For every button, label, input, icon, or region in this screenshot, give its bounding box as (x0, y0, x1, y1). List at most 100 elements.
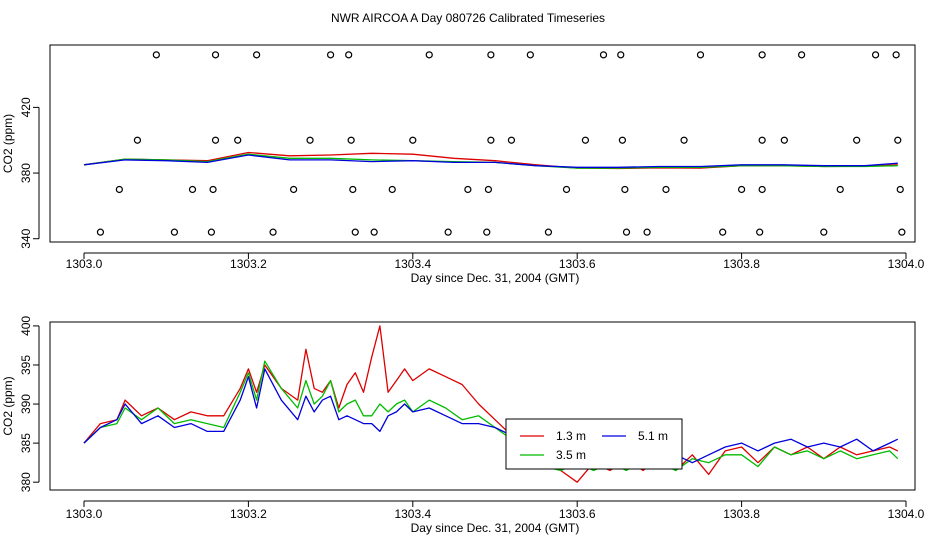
top-data-marker (290, 185, 298, 194)
bottom-series-line-13m (83, 325, 899, 483)
top-data-marker (327, 51, 335, 59)
top-data-marker (798, 51, 806, 59)
top-data-marker (349, 185, 357, 194)
bottom-x-tick-label: 1303.0 (66, 507, 103, 521)
bottom-series-line-51m (83, 368, 899, 464)
top-data-marker (758, 185, 766, 194)
top-data-marker (526, 51, 534, 59)
top-data-marker (234, 136, 242, 144)
top-x-tick-label: 1303.4 (394, 257, 431, 271)
top-data-marker (737, 185, 746, 194)
legend-label-13m: 1.3 m (556, 429, 586, 443)
top-data-marker (581, 136, 590, 144)
top-data-marker (444, 228, 452, 236)
top-data-marker (853, 136, 861, 144)
top-data-marker (599, 51, 608, 59)
bottom-y-tick-label: 385 (19, 433, 33, 453)
bottom-x-tick-label: 1303.2 (230, 507, 267, 521)
top-y-tick-label: 340 (19, 228, 33, 248)
bottom-y-tick-label: 380 (19, 472, 33, 492)
bottom-series-line-35m (83, 360, 899, 472)
top-data-marker (209, 185, 217, 194)
top-data-marker (487, 51, 495, 59)
top-y-axis-label: CO2 (ppm) (1, 114, 15, 173)
top-x-tick-label: 1303.0 (66, 257, 103, 271)
top-data-marker (618, 136, 627, 144)
top-data-marker (758, 51, 766, 59)
top-data-marker (756, 228, 764, 236)
top-data-marker (115, 185, 123, 194)
top-data-marker (409, 136, 417, 144)
top-data-marker (152, 51, 160, 59)
top-data-marker (622, 228, 631, 236)
top-y-tick-label: 380 (19, 163, 33, 183)
bottom-x-tick-label: 1303.6 (559, 507, 596, 521)
top-data-marker (170, 228, 179, 236)
top-y-tick-label: 420 (19, 97, 33, 117)
bottom-plot-frame (49, 321, 916, 491)
top-data-marker (133, 136, 142, 144)
top-x-tick-label: 1303.6 (559, 257, 596, 271)
top-series-line-51m (83, 154, 898, 168)
legend-box (505, 418, 683, 470)
top-data-marker (464, 185, 472, 194)
top-data-marker (351, 228, 359, 236)
top-x-tick-label: 1303.8 (723, 257, 760, 271)
top-data-marker (269, 228, 277, 236)
top-data-marker (306, 136, 314, 144)
legend-label-35m: 3.5 m (556, 448, 586, 462)
top-data-marker (621, 185, 629, 194)
top-data-marker (780, 136, 788, 144)
bottom-x-axis-label: Day since Dec. 31, 2004 (GMT) (411, 521, 580, 535)
top-chart-panel: 1303.0 1303.2 1303.4 1303.6 1303.8 1304.0 Day … (1, 44, 925, 285)
top-data-marker (898, 228, 906, 236)
top-data-marker (425, 51, 433, 59)
legend-label-51m: 5.1 m (638, 429, 668, 443)
top-data-marker (643, 228, 651, 236)
top-data-marker (507, 136, 516, 144)
bottom-chart-panel: 1303.0 1303.2 1303.4 1303.6 1303.8 1304.0 Day … (1, 316, 925, 535)
bottom-y-tick-label: 400 (19, 316, 33, 336)
top-data-marker (544, 228, 553, 236)
top-data-marker (871, 51, 880, 59)
top-data-marker (188, 185, 197, 194)
bottom-y-tick-label: 395 (19, 355, 33, 375)
bottom-y-tick-label: 390 (19, 394, 33, 414)
top-data-marker (836, 185, 844, 194)
top-data-marker (211, 51, 220, 59)
top-data-marker (487, 136, 495, 144)
top-data-marker (483, 228, 491, 236)
bottom-x-tick-label: 1303.4 (394, 507, 431, 521)
top-data-marker (345, 51, 353, 59)
top-data-marker (680, 136, 688, 144)
top-data-marker (662, 185, 670, 194)
top-data-marker (484, 185, 493, 194)
top-data-marker (207, 228, 216, 236)
top-data-marker (96, 228, 105, 236)
top-series-line-35m (83, 153, 898, 169)
top-data-marker (562, 185, 571, 194)
top-data-marker (896, 185, 904, 194)
top-data-marker (820, 228, 828, 236)
page-title: NWR AIRCOA A Day 080726 Calibrated Times… (331, 11, 605, 25)
top-data-marker (253, 51, 261, 59)
bottom-x-tick-label: 1304.0 (888, 507, 925, 521)
legend: 1.3 m 3.5 m 5.1 m (505, 418, 683, 470)
top-data-marker (719, 228, 727, 236)
top-data-marker (617, 51, 625, 59)
top-x-tick-label: 1303.2 (230, 257, 267, 271)
bottom-x-tick-label: 1303.8 (723, 507, 760, 521)
top-plot-frame (49, 44, 916, 243)
top-data-marker (388, 185, 396, 194)
bottom-y-axis-label: CO2 (ppm) (1, 376, 15, 435)
top-data-marker (758, 136, 766, 144)
top-data-marker (894, 136, 902, 144)
top-data-marker (696, 51, 705, 59)
top-data-marker (347, 136, 355, 144)
top-x-axis-label: Day since Dec. 31, 2004 (GMT) (411, 271, 580, 285)
top-data-marker (892, 51, 900, 59)
top-x-tick-label: 1304.0 (888, 257, 925, 271)
top-data-marker (211, 136, 220, 144)
top-data-marker (370, 228, 378, 236)
